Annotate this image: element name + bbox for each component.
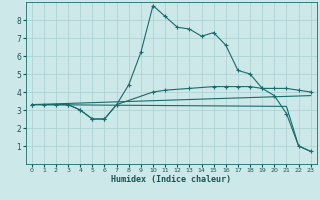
X-axis label: Humidex (Indice chaleur): Humidex (Indice chaleur) [111,175,231,184]
